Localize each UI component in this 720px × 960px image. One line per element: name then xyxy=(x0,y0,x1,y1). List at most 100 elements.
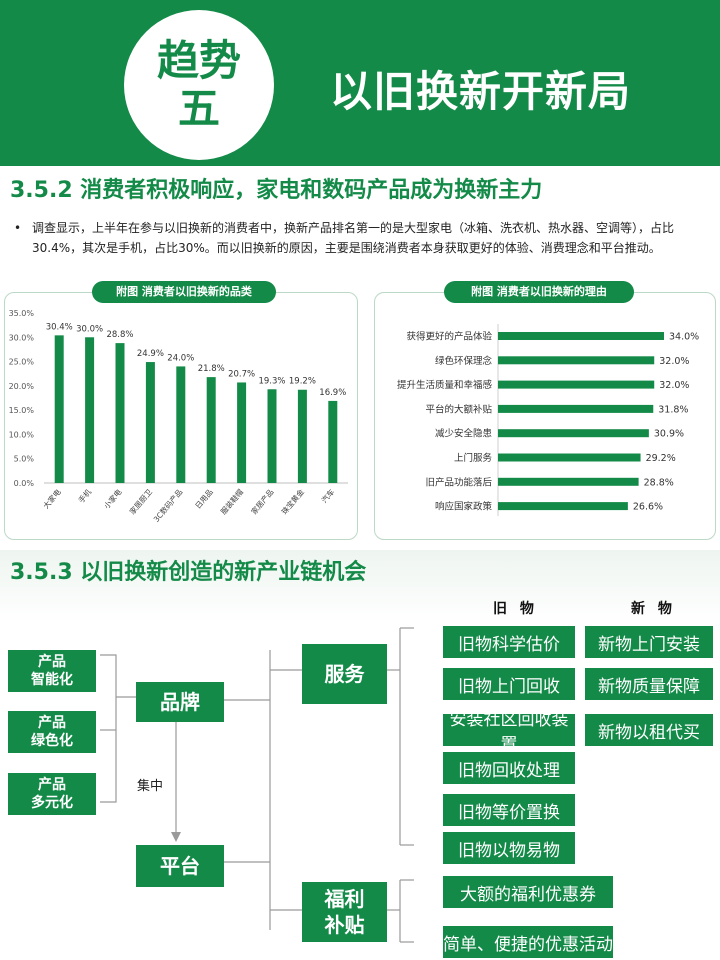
header-band xyxy=(0,0,720,166)
trend-badge-line1: 趋势 xyxy=(156,36,241,85)
bar-value-label: 24.0% xyxy=(167,353,194,363)
x-tick-label: 手机 xyxy=(76,486,94,504)
old-item-valuation: 旧物科学估价 xyxy=(443,626,575,658)
new-item-rent: 新物以租代买 xyxy=(585,714,713,746)
brand-box: 品牌 xyxy=(136,682,224,722)
product-green-line1: 产品 xyxy=(38,715,66,731)
bar xyxy=(328,400,338,483)
bar-value-label: 28.8% xyxy=(644,477,674,488)
bar xyxy=(498,356,655,365)
y-tick-label: 20.0% xyxy=(9,382,35,391)
bar-value-label: 31.8% xyxy=(658,404,688,415)
new-goods-header: 新 物 xyxy=(631,601,676,617)
x-tick-label: 珠宝黄金 xyxy=(279,486,306,516)
bar-value-label: 24.9% xyxy=(137,349,164,359)
old-item-equal-exchange: 旧物等价置换 xyxy=(443,794,575,826)
category-chart-title: 附图 消费者以旧换新的品类 xyxy=(92,281,276,303)
bar-value-label: 30.0% xyxy=(76,324,103,334)
bar xyxy=(498,332,664,340)
bar-value-label: 34.0% xyxy=(669,332,699,343)
diagram-connectors xyxy=(100,627,414,943)
bullet-dot: • xyxy=(14,221,22,235)
section-title-3-5-2: 3.5.2 消费者积极响应，家电和数码产品成为换新主力 xyxy=(10,178,543,203)
bar-value-label: 19.3% xyxy=(258,376,285,386)
old-goods-header: 旧 物 xyxy=(493,601,538,617)
bar xyxy=(498,477,639,486)
bar-value-label: 19.2% xyxy=(289,377,316,387)
bar-value-label: 26.6% xyxy=(633,502,663,513)
reason-bar-chart: 获得更好的产品体验 34.0% 绿色环保理念 32.0% 提升生活质量和幸福感 32.0%… xyxy=(397,324,699,517)
y-tick-label: 25.0% xyxy=(9,358,35,367)
x-tick-label: 家居产品 xyxy=(249,487,276,516)
welfare-line1: 福利 xyxy=(324,887,365,911)
category-label: 旧产品功能落后 xyxy=(425,476,492,488)
bar xyxy=(267,389,277,483)
x-tick-label: 汽车 xyxy=(319,486,337,504)
product-diverse-line1: 产品 xyxy=(38,777,66,793)
platform-box: 平台 xyxy=(136,845,224,887)
welfare-box: 福利 补贴 xyxy=(302,882,387,942)
service-box: 服务 xyxy=(302,644,387,704)
bar xyxy=(498,453,641,462)
bar xyxy=(176,366,186,483)
product-green-line2: 绿色化 xyxy=(31,733,73,749)
section-title-3-5-3: 3.5.3 以旧换新创造的新产业链机会 xyxy=(10,560,367,585)
old-item-processing: 旧物回收处理 xyxy=(443,752,575,784)
category-label: 上门服务 xyxy=(454,452,493,464)
category-label: 平台的大额补贴 xyxy=(425,403,492,415)
page-title: 以旧换新开新局 xyxy=(330,67,632,116)
product-diverse-box: 产品 多元化 xyxy=(8,773,96,815)
bar-value-label: 21.8% xyxy=(198,364,225,374)
bar xyxy=(206,377,216,483)
bar-value-label: 29.2% xyxy=(646,453,676,464)
focus-label: 集中 xyxy=(137,779,164,794)
trend-badge: 趋势 五 xyxy=(124,10,274,160)
trend-badge-line2: 五 xyxy=(177,84,220,133)
category-bar-chart: 0.0% 5.0% 10.0% 15.0% 20.0% 25.0% 30.0% 35.0% 30… xyxy=(9,309,348,524)
reason-chart-title: 附图 消费者以旧换新的理由 xyxy=(444,281,634,303)
product-smart-box: 产品 智能化 xyxy=(8,650,96,692)
welfare-line2: 补贴 xyxy=(324,913,365,937)
y-tick-label: 35.0% xyxy=(9,309,35,318)
welfare-item-promo: 简单、便捷的优惠活动 xyxy=(443,926,613,958)
summary-text: 调查显示，上半年在参与以旧换新的消费者中，换新产品排名第一的是大型家电（冰箱、洗… xyxy=(32,221,675,255)
x-tick-label: 小家电 xyxy=(101,486,123,510)
category-label: 绿色环保理念 xyxy=(435,355,493,367)
x-tick-label: 3C数码产品 xyxy=(151,487,184,524)
category-label: 获得更好的产品体验 xyxy=(406,331,492,343)
category-label: 响应国家政策 xyxy=(435,501,493,513)
product-smart-line1: 产品 xyxy=(38,654,66,670)
y-tick-label: 5.0% xyxy=(14,455,35,464)
bar xyxy=(54,335,64,483)
bar xyxy=(498,380,655,389)
new-item-installation: 新物上门安装 xyxy=(585,626,713,658)
bar-value-label: 16.9% xyxy=(319,388,346,398)
bar-value-label: 28.8% xyxy=(106,330,133,340)
bar xyxy=(297,389,307,483)
welfare-item-coupon: 大额的福利优惠券 xyxy=(443,876,613,908)
new-item-quality: 新物质量保障 xyxy=(585,668,713,700)
bar xyxy=(498,429,649,438)
bar xyxy=(145,362,155,483)
bar xyxy=(115,343,125,483)
bar-value-label: 30.4% xyxy=(46,322,73,332)
bar xyxy=(498,502,628,511)
old-item-barter: 旧物以物易物 xyxy=(443,832,575,864)
product-green-box: 产品 绿色化 xyxy=(8,711,96,753)
x-tick-label: 服装鞋帽 xyxy=(218,487,245,516)
y-tick-label: 10.0% xyxy=(9,430,35,439)
x-tick-label: 大家电 xyxy=(41,486,63,510)
bar xyxy=(237,382,247,483)
y-tick-label: 15.0% xyxy=(9,406,35,415)
old-item-pickup: 旧物上门回收 xyxy=(443,668,575,700)
x-tick-label: 日用品 xyxy=(193,488,214,511)
product-smart-line2: 智能化 xyxy=(31,672,73,688)
bar-value-label: 30.9% xyxy=(654,429,684,440)
bar-value-label: 32.0% xyxy=(659,380,689,391)
y-tick-label: 0.0% xyxy=(14,479,35,488)
category-label: 减少安全隐患 xyxy=(435,428,492,440)
old-item-community-device: 安装社区回收装置 xyxy=(443,710,575,755)
bar xyxy=(498,404,654,413)
product-diverse-line2: 多元化 xyxy=(31,795,73,811)
bar-value-label: 32.0% xyxy=(659,356,689,367)
